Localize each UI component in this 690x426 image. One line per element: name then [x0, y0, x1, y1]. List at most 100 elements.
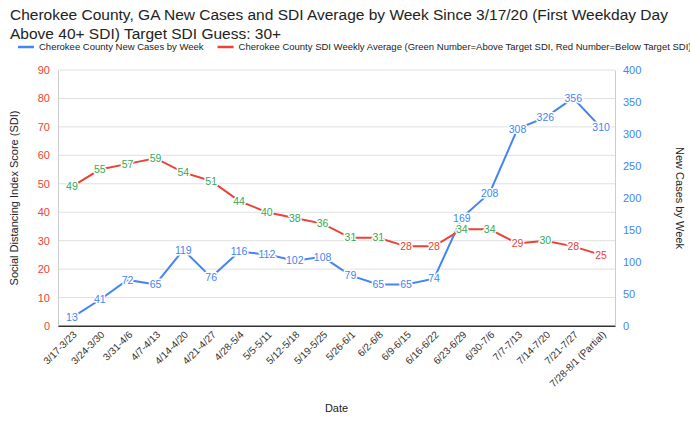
legend-label: Cherokee County New Cases by Week — [39, 41, 204, 52]
data-label: 36 — [317, 217, 329, 229]
y-tick-label: 40 — [38, 206, 50, 218]
data-label: 112 — [259, 248, 276, 260]
y2-tick: 400 — [615, 64, 641, 76]
x-tick-label: 6/23-6/29 — [431, 329, 469, 367]
data-label: 72 — [122, 274, 134, 286]
data-label: 102 — [286, 254, 304, 266]
x-axis: 3/17-3/233/24-3/303/31-4/64/7-4/134/14-4… — [41, 326, 615, 389]
y-tick: 80 — [38, 92, 58, 104]
y2-tick: 200 — [615, 192, 641, 204]
data-label: 13 — [66, 311, 78, 323]
data-label: 119 — [175, 244, 192, 256]
x-axis-title: Date — [325, 402, 348, 414]
grid-line — [58, 212, 615, 213]
y-tick-label: 0 — [44, 320, 50, 332]
grid-line — [58, 297, 615, 298]
data-label: 49 — [66, 180, 78, 192]
y2-tick-label: 50 — [623, 288, 635, 300]
data-label: 40 — [261, 206, 273, 218]
data-label: 65 — [372, 278, 384, 290]
x-tick-label: 3/24-3/30 — [69, 329, 107, 367]
y-tick: 20 — [38, 263, 58, 275]
grid — [58, 70, 615, 326]
y2-tick: 350 — [615, 96, 641, 108]
data-label: 31 — [372, 231, 384, 243]
data-label: 54 — [177, 166, 189, 178]
data-label: 34 — [456, 223, 468, 235]
data-label: 41 — [94, 293, 106, 305]
data-label: 208 — [481, 187, 499, 199]
x-tick: 7/28-8/1 (Partial) — [547, 326, 607, 389]
y-tick: 0 — [44, 320, 58, 332]
data-label: 28 — [567, 240, 579, 252]
series-line — [72, 98, 601, 318]
legend-item: Cherokee County New Cases by Week — [18, 41, 204, 52]
data-label: 108 — [314, 251, 332, 263]
y-tick-label: 90 — [38, 64, 50, 76]
data-label: 169 — [453, 212, 471, 224]
y-tick: 90 — [38, 64, 58, 76]
data-label: 31 — [345, 231, 357, 243]
y2-tick-label: 100 — [623, 256, 641, 268]
chart: Cherokee County, GA New Cases and SDI Av… — [0, 0, 690, 426]
legend-swatch — [18, 46, 34, 49]
y2-tick: 0 — [615, 320, 629, 332]
data-label: 51 — [205, 175, 217, 187]
data-label: 116 — [231, 245, 248, 257]
x-tick-label: 5/26-6/1 — [324, 329, 358, 363]
y2-tick-label: 250 — [623, 160, 641, 172]
y-tick: 10 — [38, 292, 58, 304]
y2-tick-label: 300 — [623, 128, 641, 140]
legend-item: Cherokee County SDI Weekly Average (Gree… — [218, 41, 690, 52]
data-label: 44 — [233, 195, 245, 207]
data-label: 65 — [150, 278, 162, 290]
y-tick-label: 10 — [38, 292, 50, 304]
y2-tick-label: 150 — [623, 224, 641, 236]
series-line — [72, 158, 601, 255]
x-tick-label: 6/30-7/6 — [463, 329, 497, 363]
x-tick-label: 7/28-8/1 (Partial) — [547, 329, 607, 389]
x-tick-label: 3/31-4/6 — [101, 329, 135, 363]
data-label: 57 — [122, 158, 134, 170]
y-axis: 0 10 20 30 40 50 60 70 80 90 — [38, 64, 59, 332]
data-label: 55 — [94, 163, 106, 175]
data-label: 356 — [564, 92, 582, 104]
y-tick: 30 — [38, 235, 58, 247]
y2-tick-label: 400 — [623, 64, 641, 76]
y-tick: 70 — [38, 121, 58, 133]
grid-line — [58, 326, 615, 327]
data-label: 74 — [428, 272, 440, 284]
data-label: 310 — [592, 121, 610, 133]
data-label: 79 — [345, 269, 357, 281]
x-tick-label: 5/19-5/25 — [292, 329, 330, 367]
legend-swatch — [218, 46, 234, 49]
data-label: 28 — [428, 240, 440, 252]
grid-line — [58, 70, 615, 71]
y2-axis-title: New Cases by Week — [674, 147, 686, 249]
x-tick-label: 4/28-5/4 — [212, 329, 246, 363]
grid-line — [58, 98, 615, 99]
data-label: 28 — [400, 240, 412, 252]
x-tick: 3/24-3/30 — [69, 326, 107, 366]
y2-tick: 250 — [615, 160, 641, 172]
y-tick-label: 20 — [38, 263, 50, 275]
y-tick: 60 — [38, 149, 58, 161]
grid-line — [58, 240, 615, 241]
data-label: 30 — [540, 234, 552, 246]
y-tick-label: 70 — [38, 121, 50, 133]
y2-tick: 50 — [615, 288, 635, 300]
grid-line — [58, 183, 615, 184]
y-tick-label: 50 — [38, 178, 50, 190]
data-label: 76 — [205, 271, 217, 283]
legend: Cherokee County New Cases by Week Cheroke… — [18, 41, 690, 52]
y2-axis: 0 50 100 150 200 250 300 350 400 — [615, 64, 641, 332]
x-tick: 5/26-6/1 — [324, 326, 358, 363]
data-label: 38 — [289, 212, 301, 224]
data-label: 34 — [484, 223, 496, 235]
y2-tick-label: 200 — [623, 192, 641, 204]
legend-label: Cherokee County SDI Weekly Average (Gree… — [239, 41, 690, 52]
y2-tick: 100 — [615, 256, 641, 268]
y-tick-label: 30 — [38, 235, 50, 247]
x-axis-line — [59, 326, 616, 327]
grid-line — [58, 126, 615, 127]
